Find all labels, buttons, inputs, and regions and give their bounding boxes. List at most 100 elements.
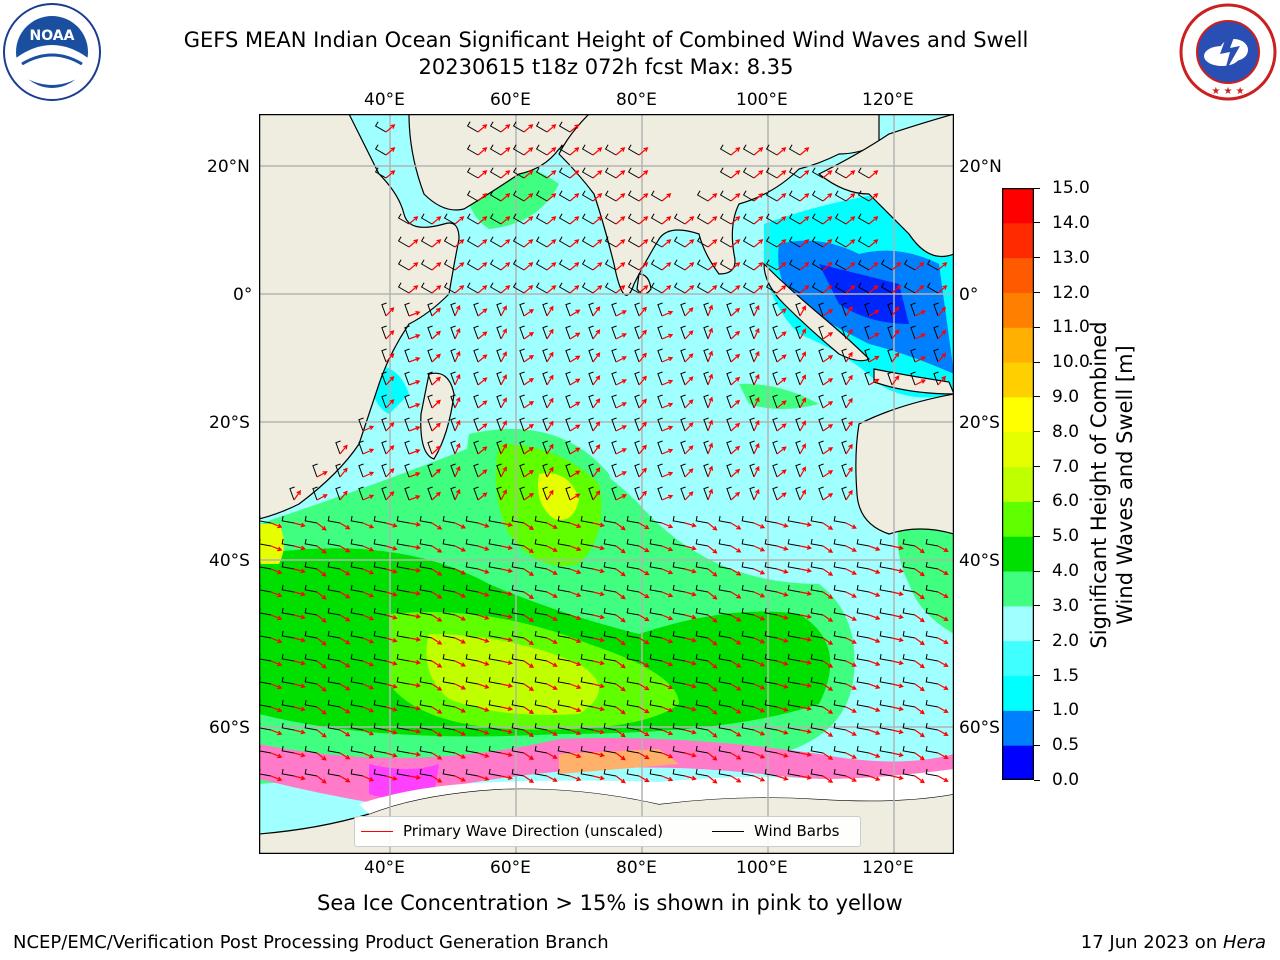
wave-arrow (454, 262, 465, 271)
wave-arrow (684, 285, 695, 294)
wave-arrow (385, 591, 398, 597)
wind-barb (580, 653, 594, 662)
wave-arrow (339, 444, 348, 455)
wave-arrow (569, 614, 582, 621)
footer-date: 17 Jun 2023 on Hera (1081, 932, 1266, 954)
wave-arrow (730, 468, 741, 478)
wind-barb (788, 144, 801, 156)
wind-barb (512, 121, 525, 133)
colorbar-segment (1002, 188, 1034, 224)
wave-arrow (868, 239, 879, 248)
wind-barb (810, 584, 824, 593)
wave-arrow (638, 444, 647, 455)
wind-barb (857, 259, 870, 271)
wind-barb (580, 722, 594, 731)
wind-barb (841, 417, 847, 432)
wave-arrow (385, 468, 395, 478)
wave-arrow (799, 239, 810, 248)
wind-barb (466, 190, 479, 202)
wave-arrow (500, 706, 514, 711)
wind-barb (557, 699, 571, 708)
wave-arrow (500, 489, 507, 501)
wind-barb (419, 561, 433, 570)
wave-arrow (707, 304, 714, 317)
wave-arrow (454, 614, 467, 621)
plot-subtitle: 20230615 t18z 072h fcst Max: 8.35 (418, 55, 794, 79)
wind-barb (765, 144, 778, 156)
wind-barb (787, 676, 801, 685)
wind-barb (795, 417, 801, 432)
colorbar-tick-label: 9.0 (1052, 386, 1080, 407)
wave-arrow (477, 216, 488, 225)
wave-arrow (546, 466, 554, 478)
wave-arrow (638, 568, 650, 576)
wave-arrow (316, 706, 327, 715)
wind-barb (473, 302, 479, 317)
wind-barb (680, 417, 686, 432)
wind-barb (489, 236, 502, 248)
wave-arrow (615, 356, 627, 363)
wind-barb (603, 653, 617, 662)
wind-barb (764, 676, 778, 685)
wind-barb (680, 463, 686, 478)
sumatra-land (763, 262, 871, 362)
wind-barb (489, 144, 502, 156)
wave-arrow (753, 683, 766, 690)
wave-arrow (730, 193, 741, 202)
wave-arrow (638, 147, 649, 156)
wave-arrow (454, 706, 467, 713)
wave-arrow (477, 400, 488, 409)
wind-barb (588, 417, 594, 432)
wave-arrow (776, 423, 787, 432)
wave-arrow (730, 660, 742, 668)
wave-arrow (661, 239, 672, 248)
wind-barb (841, 325, 847, 340)
wave-arrow (638, 775, 650, 783)
wave-arrow (431, 637, 443, 645)
wind-barb (672, 699, 686, 708)
wind-barb (466, 236, 479, 248)
wind-barb (925, 630, 939, 639)
wind-barb (580, 630, 594, 639)
wind-barb (741, 745, 755, 754)
wave-arrow (569, 193, 580, 202)
wind-barb (427, 302, 433, 317)
wave-arrow (454, 442, 461, 455)
wind-barb (281, 515, 295, 524)
wind-barb (649, 630, 663, 639)
wind-barb (281, 653, 295, 662)
wave-arrow (891, 262, 902, 271)
wave-arrow (569, 470, 581, 478)
wind-barb (649, 584, 663, 593)
wave-arrow (569, 239, 580, 248)
wind-barb (626, 584, 640, 593)
wind-barb (473, 463, 479, 478)
wind-barb (695, 722, 709, 731)
wave-arrow (684, 591, 697, 597)
wave-arrow (569, 591, 582, 598)
wind-barb (603, 676, 617, 685)
wave-arrow (707, 239, 718, 248)
wind-barb (726, 302, 732, 317)
wave-arrow (569, 285, 580, 294)
colorbar-tick-mark (1034, 361, 1040, 363)
wind-barb (304, 722, 318, 731)
wave-arrow (707, 660, 718, 669)
wave-arrow (362, 637, 375, 644)
wave-arrow (454, 752, 467, 759)
wave-arrow (569, 216, 580, 225)
wave-arrow (799, 545, 813, 550)
lat-tick-right-20n: 20°N (959, 157, 1002, 177)
wind-barb (427, 371, 433, 386)
wave-arrow (431, 468, 441, 478)
wave-arrow (707, 775, 718, 784)
wave-arrow (362, 591, 375, 598)
seasia-land (817, 115, 953, 258)
wind-barb (718, 607, 732, 616)
wave-arrow (845, 545, 857, 552)
wave-arrow (270, 637, 283, 644)
wind-barb (304, 699, 318, 708)
wind-barb (864, 325, 870, 340)
wind-barb (304, 584, 318, 593)
lon-tick-bottom-100e: 100°E (736, 858, 788, 878)
